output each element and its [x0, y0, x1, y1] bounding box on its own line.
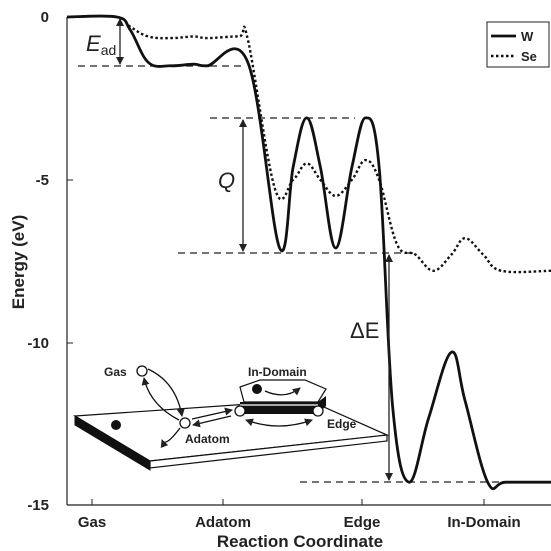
inset-schematic: Gas Adatom In-Domain Edge — [73, 365, 390, 471]
legend-box — [486, 21, 550, 68]
inset-arrow-adatom-edge — [191, 407, 233, 420]
inset-edge-atom-left — [234, 405, 246, 417]
inset-arrow-edge-diffusion — [245, 418, 313, 427]
legend-label-se: Se — [521, 49, 537, 64]
ead-annotation: Ead — [86, 18, 124, 65]
legend-label-w: W — [521, 29, 534, 44]
series-se-line — [66, 15, 551, 274]
inset-substrate-left — [74, 415, 151, 471]
ead-label: Ead — [86, 31, 116, 58]
series-w-line — [66, 14, 551, 491]
inset-arrow-edge-adatom — [192, 415, 232, 428]
inset-label-gas: Gas — [104, 365, 127, 379]
y-tick-label: -10 — [27, 335, 49, 352]
inset-arrow-adatom-gas — [141, 377, 180, 421]
inset-gas-atom — [136, 365, 148, 377]
x-tick-label: Edge — [344, 514, 381, 531]
inset-label-adatom: Adatom — [185, 432, 230, 446]
inset-arrow-indomain — [264, 387, 301, 396]
inset-label-in-domain: In-Domain — [248, 365, 307, 379]
inset-domain-atom — [252, 384, 262, 394]
inset-edge-atom-right — [312, 405, 324, 417]
q-label: Q — [218, 168, 235, 193]
y-tick-label: -15 — [27, 497, 49, 514]
delta-e-annotation: ΔE — [350, 254, 393, 481]
x-tick-label: In-Domain — [447, 514, 520, 531]
q-annotation: Q — [218, 119, 247, 252]
x-tick-label: Gas — [78, 514, 106, 531]
x-tick-label: Adatom — [195, 514, 251, 531]
y-tick-label: 0 — [41, 9, 49, 26]
y-tick-label: -5 — [36, 172, 49, 189]
inset-adatom — [179, 417, 191, 429]
y-axis-label: Energy (eV) — [9, 215, 28, 309]
legend: W Se — [486, 21, 550, 68]
y-ticks: 0 -5 -10 -15 — [27, 9, 73, 514]
inset-label-edge: Edge — [327, 417, 357, 431]
x-axis-label: Reaction Coordinate — [217, 532, 383, 551]
inset-arrow-adatom-loop — [160, 427, 181, 448]
inset-arrow-gas-adatom — [147, 368, 185, 417]
x-ticks: Gas Adatom Edge In-Domain — [78, 499, 521, 531]
delta-e-label: ΔE — [350, 318, 379, 343]
inset-dark-atom — [111, 420, 121, 430]
